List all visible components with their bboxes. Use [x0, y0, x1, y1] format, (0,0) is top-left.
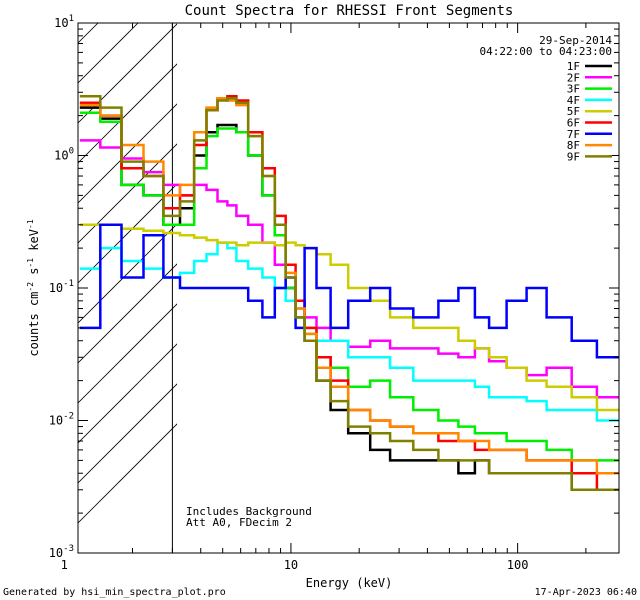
annotation-attenuator: Att A0, FDecim 2 [186, 516, 292, 529]
hatch-line [78, 343, 177, 444]
legend-label-5F: 5F [567, 105, 580, 118]
y-tick-label: 101 [54, 14, 74, 30]
y-tick-label: 10-3 [49, 544, 74, 560]
x-tick-label: 100 [507, 558, 529, 572]
footer-generated-by: Generated by hsi_min_spectra_plot.pro [3, 587, 226, 598]
y-axis-label: counts cm-2 s-1 keV-1 [26, 219, 41, 356]
series-group [79, 95, 619, 492]
y-axis: 10-3 10-2 10-1 100 101 [49, 14, 619, 560]
series-line-7F [79, 223, 619, 359]
legend-label-9F: 9F [567, 150, 580, 163]
hatch-line [78, 383, 177, 484]
y-tick-label: 100 [54, 147, 74, 163]
legend-label-7F: 7F [567, 128, 580, 141]
series-line-1F [79, 106, 619, 492]
x-axis: 10 100 1 [61, 23, 587, 572]
hatch-line [78, 263, 177, 364]
legend-label-8F: 8F [567, 139, 580, 152]
hatch-line [78, 223, 177, 324]
x-tick-label: 10 [284, 558, 298, 572]
legend-label-3F: 3F [567, 83, 580, 96]
series-line-9F [79, 95, 619, 492]
x-tick-label: 1 [61, 558, 68, 572]
hatch-line [78, 143, 177, 244]
y-tick-label: 10-1 [49, 279, 74, 295]
legend-label-1F: 1F [567, 60, 580, 73]
hatch-line [78, 103, 177, 204]
hatch-line [78, 303, 177, 404]
hatch-line [78, 423, 177, 524]
series-line-4F [79, 241, 619, 422]
date-label: 29-Sep-2014 [539, 34, 612, 47]
legend-label-6F: 6F [567, 117, 580, 130]
legend-label-4F: 4F [567, 94, 580, 107]
time-range-label: 04:22:00 to 04:23:00 [480, 45, 612, 58]
series-line-8F [79, 97, 619, 475]
hatched-region [78, 23, 177, 524]
footer-timestamp: 17-Apr-2023 06:40 [535, 587, 637, 598]
hatch-line [78, 183, 177, 284]
hatch-line [78, 63, 177, 164]
x-axis-label: Energy (keV) [306, 576, 393, 590]
chart-title: Count Spectra for RHESSI Front Segments [185, 3, 514, 19]
hatch-line [78, 23, 177, 124]
y-tick-label: 10-2 [49, 412, 74, 428]
legend-label-2F: 2F [567, 71, 580, 84]
annotation-background: Includes Background [186, 505, 312, 518]
